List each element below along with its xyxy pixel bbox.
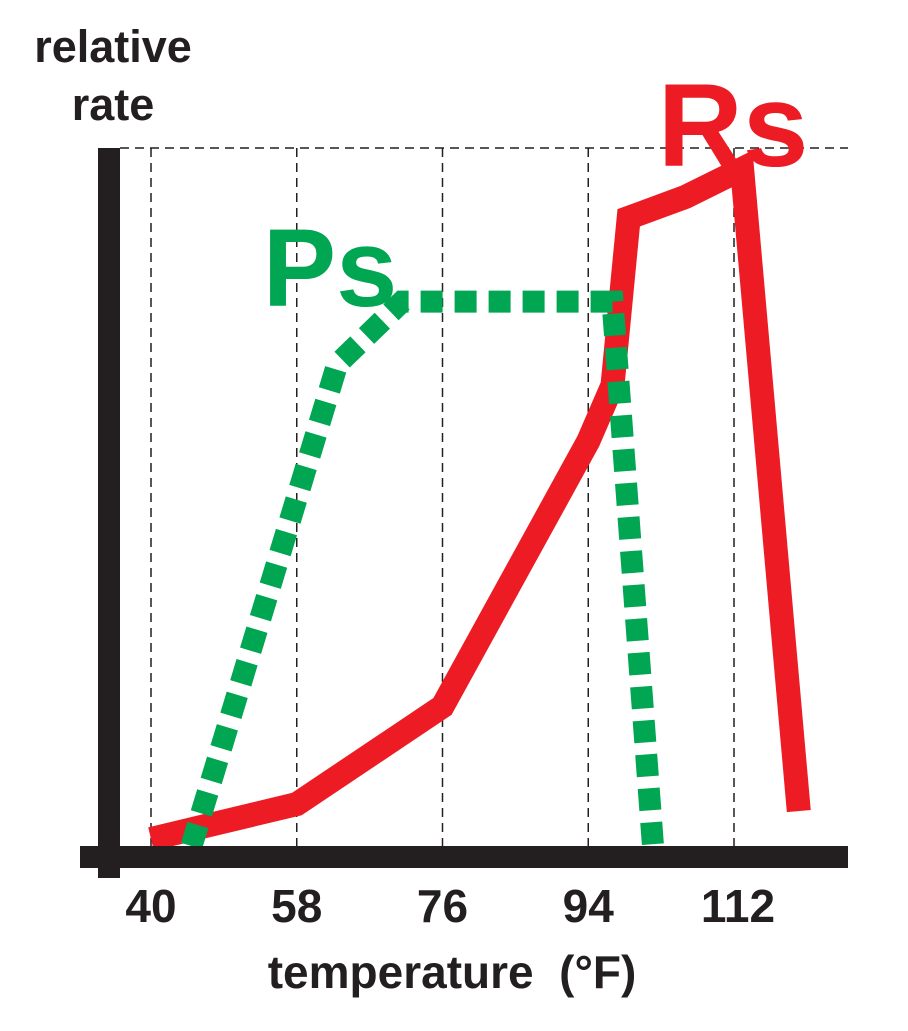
series-layer: [148, 150, 811, 851]
y-axis-label-line2: rate: [72, 79, 155, 130]
x-tick-labels: 40 58 76 94 112: [125, 880, 775, 932]
x-axis-line: [80, 846, 848, 868]
series-line-rs: [148, 150, 811, 851]
grid: [120, 147, 848, 846]
x-tick-label-58: 58: [271, 880, 322, 932]
x-tick-label-94: 94: [563, 880, 615, 932]
series-label-rs: Rs: [658, 60, 809, 192]
series-line-ps: [180, 290, 664, 850]
x-tick-label-40: 40: [125, 880, 176, 932]
series-label-ps: Ps: [263, 207, 398, 330]
y-axis-line: [98, 148, 120, 878]
y-axis-label-line1: relative: [34, 21, 192, 72]
x-tick-label-112: 112: [701, 880, 775, 932]
x-tick-label-76: 76: [417, 880, 468, 932]
x-axis-label: temperature (°F): [268, 946, 637, 998]
axes: [80, 148, 848, 878]
